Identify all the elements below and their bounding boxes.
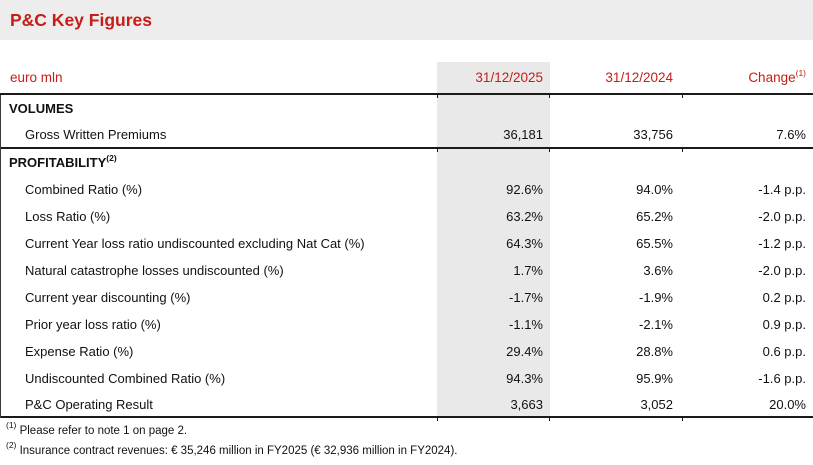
row-label-text: Prior year loss ratio (%) — [25, 317, 161, 332]
row-value-2025: 36,181 — [503, 127, 543, 142]
table-row-prior-year-loss-ratio: Prior year loss ratio (%) -1.1% -2.1% 0.… — [1, 311, 813, 338]
row-label-text: Current Year loss ratio undiscounted exc… — [25, 236, 365, 251]
rule-tick — [682, 95, 683, 98]
row-label-text: VOLUMES — [9, 101, 74, 116]
row-value-2025: 3,663 — [510, 396, 543, 412]
row-label: Loss Ratio (%) — [1, 209, 437, 224]
rule-tick — [437, 418, 438, 421]
row-value-change: 0.6 p.p. — [762, 344, 806, 359]
rule-tick — [682, 149, 683, 152]
table-row-loss-ratio: Loss Ratio (%) 63.2% 65.2% -2.0 p.p. — [1, 203, 813, 230]
row-value-2024: 95.9% — [636, 371, 673, 386]
column-header-2024: 31/12/2024 — [605, 70, 673, 85]
row-label: Natural catastrophe losses undiscounted … — [1, 263, 437, 278]
row-value-2024: 65.2% — [636, 209, 673, 224]
column-header-2025: 31/12/2025 — [475, 70, 543, 85]
footnote-1: (1) Please refer to note 1 on page 2. — [6, 421, 806, 441]
row-value-change: -2.0 p.p. — [758, 263, 806, 278]
footnote-1-marker: (1) — [6, 420, 17, 431]
page-title: P&C Key Figures — [10, 9, 152, 30]
row-label-text: Loss Ratio (%) — [25, 209, 111, 224]
row-value-2024: 94.0% — [636, 182, 673, 197]
rule-tick — [437, 95, 438, 98]
footnotes: (1) Please refer to note 1 on page 2. (2… — [6, 421, 806, 461]
table-row-expense-ratio: Expense Ratio (%) 29.4% 28.8% 0.6 p.p. — [1, 338, 813, 365]
rule-tick — [549, 418, 550, 421]
unit-label: euro mln — [10, 70, 63, 85]
row-value-2024: 33,756 — [633, 127, 673, 142]
title-band: P&C Key Figures — [0, 0, 813, 40]
footnote-2-text: Insurance contract revenues: € 35,246 mi… — [16, 445, 458, 457]
row-value-2024: 3,052 — [640, 396, 673, 412]
table-header-row: euro mln 31/12/2025 31/12/2024 Change(1) — [0, 62, 813, 95]
change-footnote-marker: (1) — [795, 67, 806, 78]
rule-tick — [437, 149, 438, 152]
row-label: P&C Operating Result — [1, 397, 437, 412]
row-value-2025: 1.7% — [513, 263, 543, 278]
column-header-change: Change(1) — [683, 67, 813, 85]
rule-tick — [682, 418, 683, 421]
row-label: PROFITABILITY(2) — [1, 155, 437, 170]
row-value-2025: 92.6% — [506, 182, 543, 197]
row-label: Current year discounting (%) — [1, 290, 437, 305]
row-value-change: -1.6 p.p. — [758, 371, 806, 386]
row-value-2025: -1.1% — [509, 317, 543, 332]
row-value-change: 7.6% — [776, 127, 806, 142]
table-row-current-year-discounting: Current year discounting (%) -1.7% -1.9%… — [1, 284, 813, 311]
row-value-2024: -1.9% — [639, 290, 673, 305]
row-value-change: 20.0% — [769, 396, 806, 412]
row-value-change: -1.2 p.p. — [758, 236, 806, 251]
rule-tick — [549, 95, 550, 98]
table-row-gross-written-premiums: Gross Written Premiums 36,181 33,756 7.6… — [1, 122, 813, 149]
row-value-change: 0.2 p.p. — [762, 290, 806, 305]
row-label: VOLUMES — [1, 101, 437, 116]
row-value-2025: 94.3% — [506, 371, 543, 386]
row-value-2025: -1.7% — [509, 290, 543, 305]
row-value-change: -2.0 p.p. — [758, 209, 806, 224]
row-label-text: Natural catastrophe losses undiscounted … — [25, 263, 284, 278]
table-row-section-profitability: PROFITABILITY(2) — [1, 149, 813, 176]
row-label: Combined Ratio (%) — [1, 182, 437, 197]
row-label-text: P&C Operating Result — [25, 396, 153, 412]
row-label-text: Undiscounted Combined Ratio (%) — [25, 371, 226, 386]
table-row-combined-ratio: Combined Ratio (%) 92.6% 94.0% -1.4 p.p. — [1, 176, 813, 203]
footnote-1-text: Please refer to note 1 on page 2. — [16, 425, 188, 437]
row-label: Prior year loss ratio (%) — [1, 317, 437, 332]
table-row-current-year-loss-ratio-excl-natcat: Current Year loss ratio undiscounted exc… — [1, 230, 813, 257]
table-row-section-volumes: VOLUMES — [1, 95, 813, 122]
row-value-2024: 28.8% — [636, 344, 673, 359]
row-label-text: Combined Ratio (%) — [25, 182, 143, 197]
row-value-2025: 29.4% — [506, 344, 543, 359]
change-label: Change — [748, 70, 796, 85]
table-row-natural-catastrophe-losses: Natural catastrophe losses undiscounted … — [1, 257, 813, 284]
highlighted-current-period-column — [437, 62, 550, 418]
row-label: Current Year loss ratio undiscounted exc… — [1, 236, 437, 251]
row-value-change: -1.4 p.p. — [758, 182, 806, 197]
footnote-2: (2) Insurance contract revenues: € 35,24… — [6, 441, 806, 461]
key-figures-table: euro mln 31/12/2025 31/12/2024 Change(1)… — [0, 62, 813, 418]
rule-tick — [549, 149, 550, 152]
row-value-2025: 64.3% — [506, 236, 543, 251]
row-value-2024: 3.6% — [643, 263, 673, 278]
row-label-text: Current year discounting (%) — [25, 290, 191, 305]
row-label: Expense Ratio (%) — [1, 344, 437, 359]
row-label-text: Expense Ratio (%) — [25, 344, 134, 359]
row-label: Gross Written Premiums — [1, 127, 437, 142]
table-row-undiscounted-combined-ratio: Undiscounted Combined Ratio (%) 94.3% 95… — [1, 365, 813, 392]
row-value-2024: 65.5% — [636, 236, 673, 251]
row-label: Undiscounted Combined Ratio (%) — [1, 371, 437, 386]
row-value-2024: -2.1% — [639, 317, 673, 332]
row-value-change: 0.9 p.p. — [762, 317, 806, 332]
row-label-text: Gross Written Premiums — [25, 127, 167, 142]
table-row-pnc-operating-result: P&C Operating Result 3,663 3,052 20.0% — [1, 392, 813, 418]
row-value-2025: 63.2% — [506, 209, 543, 224]
row-label-text: PROFITABILITY — [9, 155, 107, 170]
table-body: VOLUMES Gross Written Premiums 36,181 33… — [0, 95, 813, 418]
row-label-sup: (2) — [106, 155, 117, 163]
footnote-2-marker: (2) — [6, 440, 17, 451]
